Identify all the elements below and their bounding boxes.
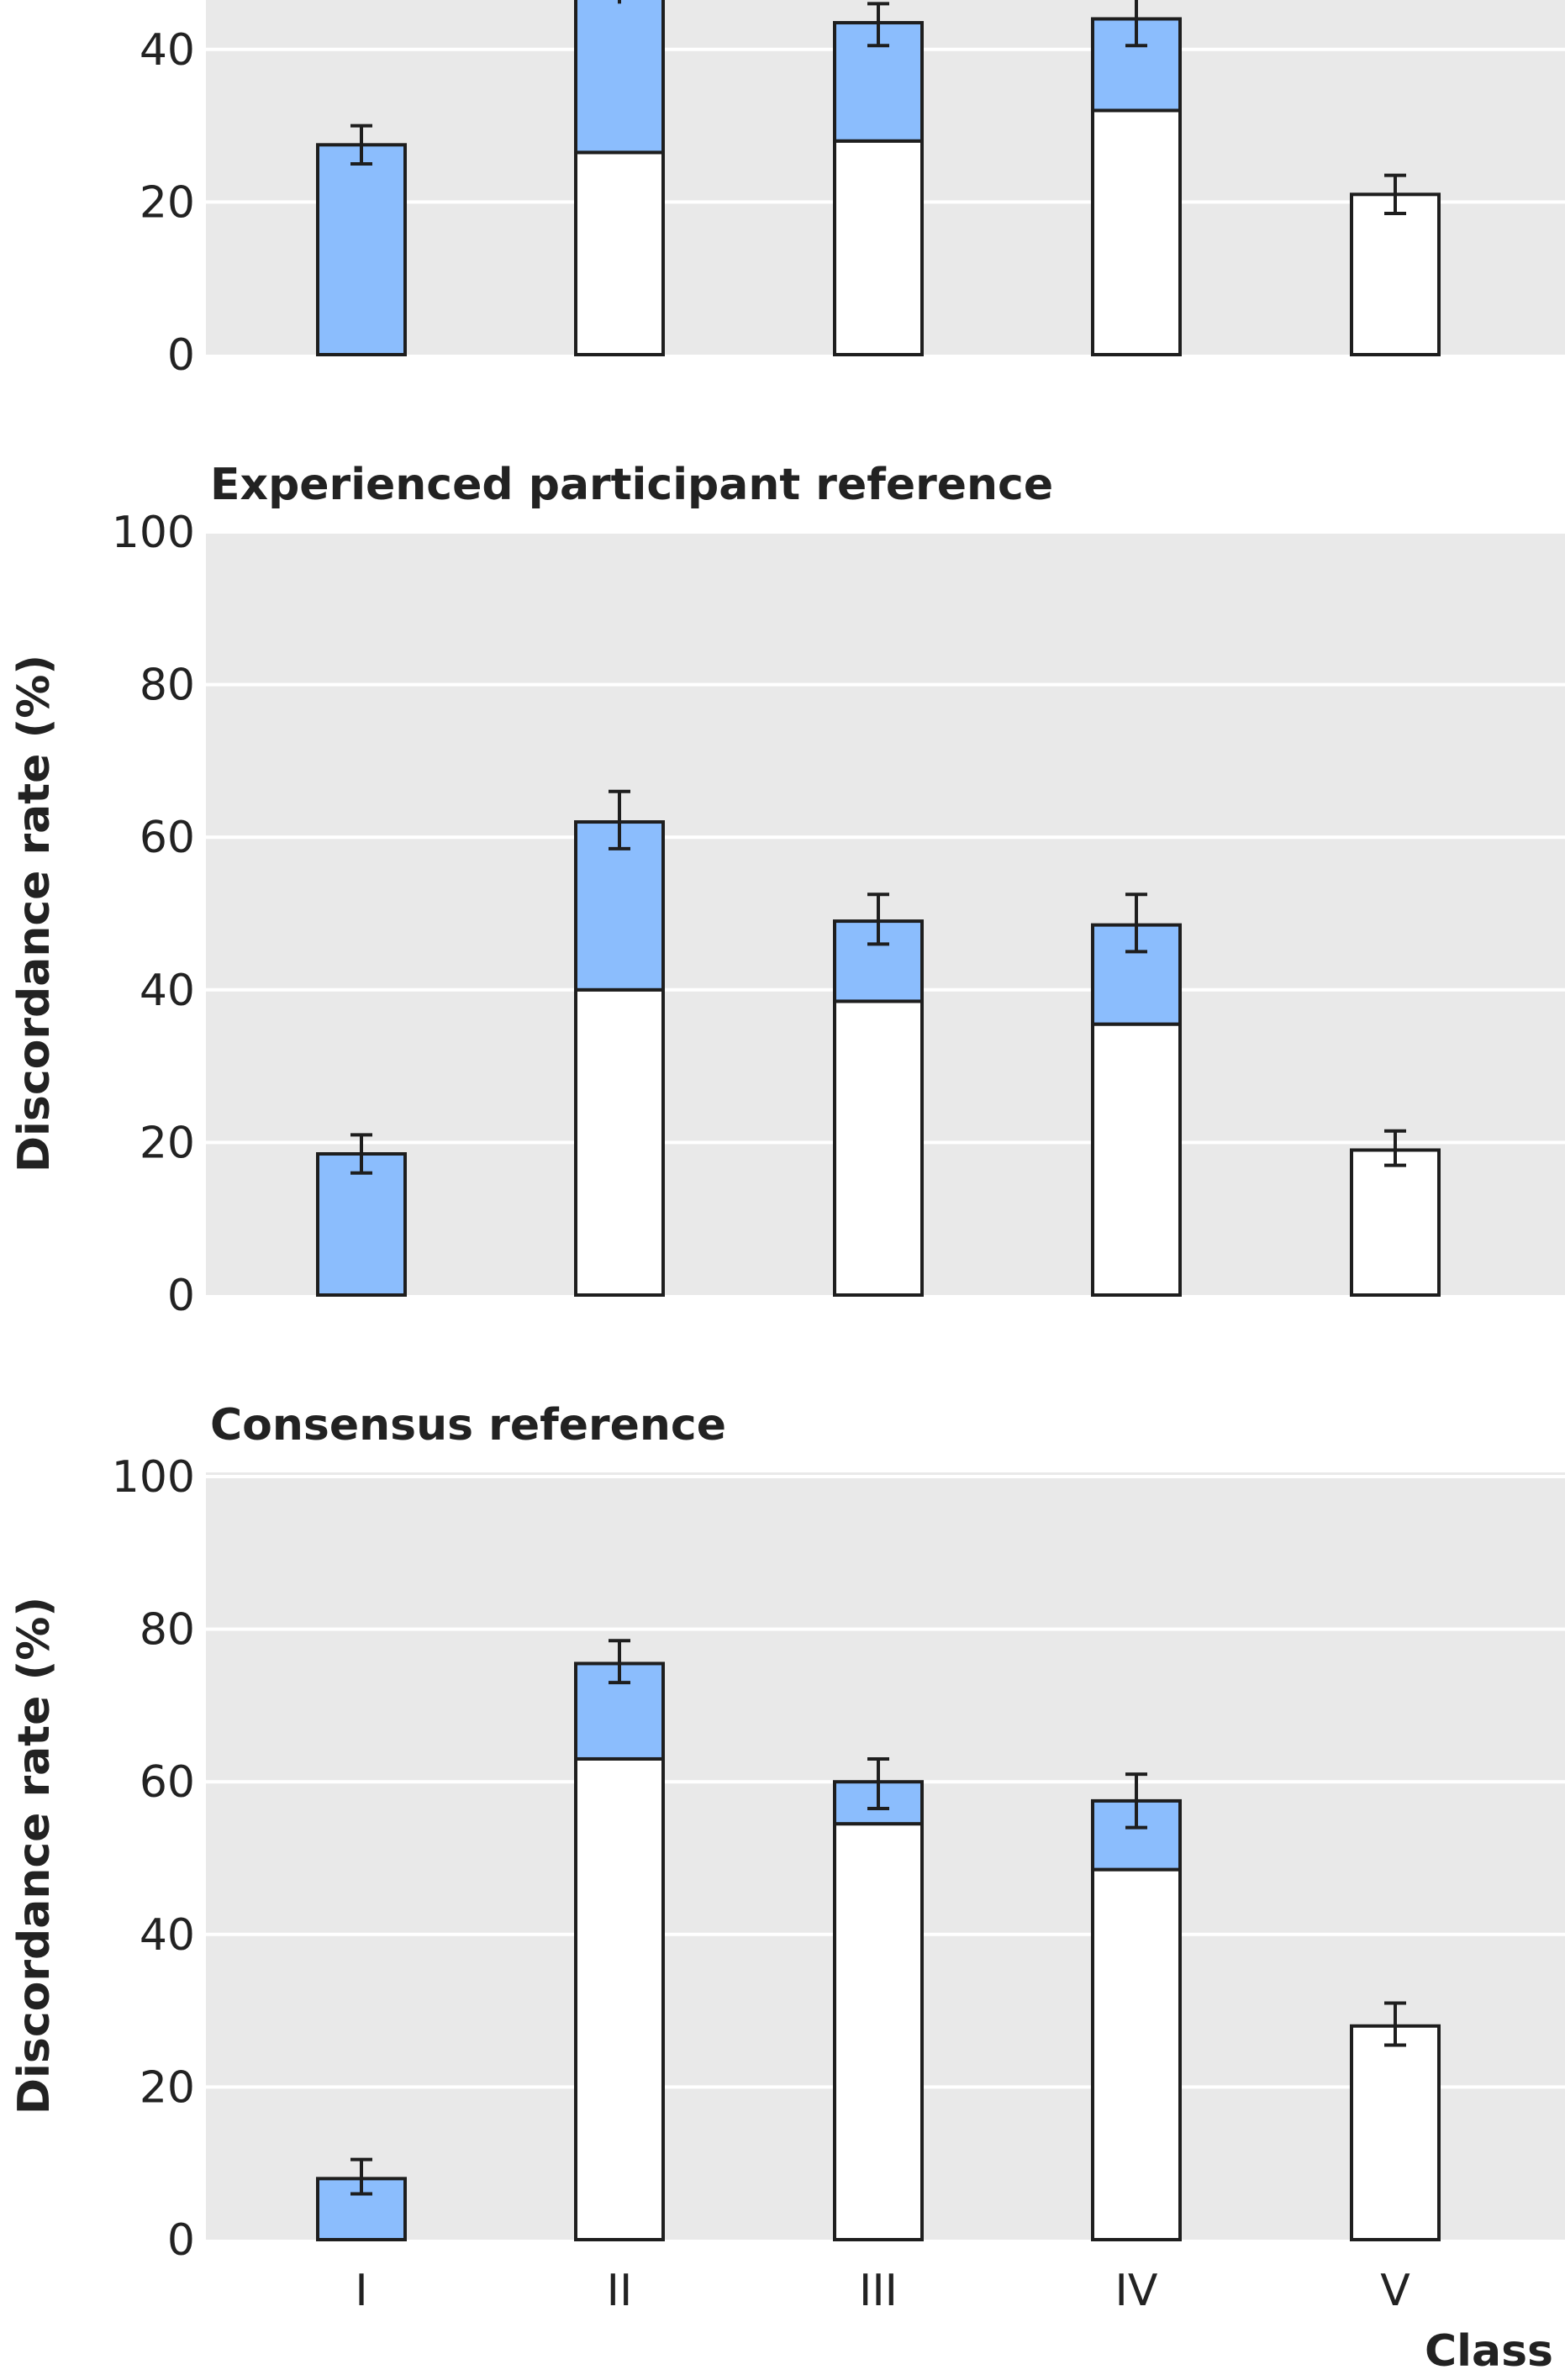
- error-bar-III: [867, 893, 889, 946]
- y-tick-label: 80: [140, 661, 195, 711]
- bar-segment-white-IV: [1091, 108, 1182, 356]
- error-bar-IV: [1125, 893, 1147, 954]
- bar-segment-white-II: [574, 1756, 665, 2241]
- y-tick-label: 60: [140, 1757, 195, 1808]
- bar-segment-white-II: [574, 987, 665, 1298]
- error-bar-I: [350, 1133, 372, 1175]
- x-tick-label: V: [1380, 2266, 1410, 2316]
- bar-segment-blue-I: [316, 1152, 407, 1298]
- y-tick-label: 20: [140, 177, 195, 228]
- error-bar-I: [350, 124, 372, 166]
- y-tick-label: 40: [140, 966, 195, 1016]
- error-bar-III: [867, 2, 889, 48]
- error-bar-III: [867, 1756, 889, 1810]
- y-tick-label: 0: [167, 1271, 195, 1321]
- y-tick-label: 100: [112, 508, 195, 558]
- error-bar-II: [609, 789, 630, 850]
- y-tick-label: 40: [140, 1910, 195, 1961]
- bar-segment-white-II: [574, 150, 665, 356]
- bar-segment-blue-I: [316, 143, 407, 356]
- bar-segment-white-III: [833, 1822, 924, 2241]
- panel-top: 0 20 40 Di: [9, 0, 1565, 381]
- y-tick-label: 20: [140, 2062, 195, 2113]
- y-axis-title: Di: [9, 0, 60, 50]
- error-bar-V: [1384, 173, 1406, 216]
- error-bar-IV: [1125, 0, 1147, 48]
- y-tick-label: 0: [167, 2215, 195, 2266]
- error-bar-II: [609, 1639, 630, 1685]
- x-tick-label: IV: [1115, 2266, 1158, 2316]
- bar-segment-white-V: [1350, 192, 1441, 356]
- error-bar-I: [350, 2157, 372, 2196]
- bar-segment-white-V: [1350, 1148, 1441, 1297]
- y-axis-title: Discordance rate (%): [9, 655, 60, 1172]
- y-tick-label: 100: [112, 1452, 195, 1503]
- bar-segment-white-III: [833, 139, 924, 356]
- y-tick-label: 20: [140, 1118, 195, 1168]
- bar-segment-blue-II: [574, 0, 665, 155]
- y-tick-label: 80: [140, 1605, 195, 1656]
- panel-title: Consensus reference: [210, 1400, 726, 1451]
- error-bar-V: [1384, 1129, 1406, 1167]
- x-tick-label: III: [859, 2266, 898, 2316]
- x-axis-title: Class: [1425, 2326, 1553, 2377]
- panel-title: Experienced participant reference: [210, 460, 1053, 510]
- error-bar-IV: [1125, 1772, 1147, 1830]
- y-tick-label: 40: [140, 25, 195, 76]
- bar-segment-white-IV: [1091, 1867, 1182, 2242]
- y-tick-label: 0: [167, 330, 195, 381]
- y-axis-title: Discordance rate (%): [9, 1597, 60, 2114]
- bar-segment-white-V: [1350, 2024, 1441, 2242]
- bar-segment-white-III: [833, 999, 924, 1298]
- y-tick-label: 60: [140, 813, 195, 863]
- panel-experienced-participant: Experienced participant reference 0 20 40 6…: [9, 460, 1565, 1321]
- bar-segment-white-IV: [1091, 1022, 1182, 1298]
- x-tick-label: II: [607, 2266, 633, 2316]
- x-tick-label: I: [355, 2266, 367, 2316]
- error-bar-V: [1384, 2001, 1406, 2047]
